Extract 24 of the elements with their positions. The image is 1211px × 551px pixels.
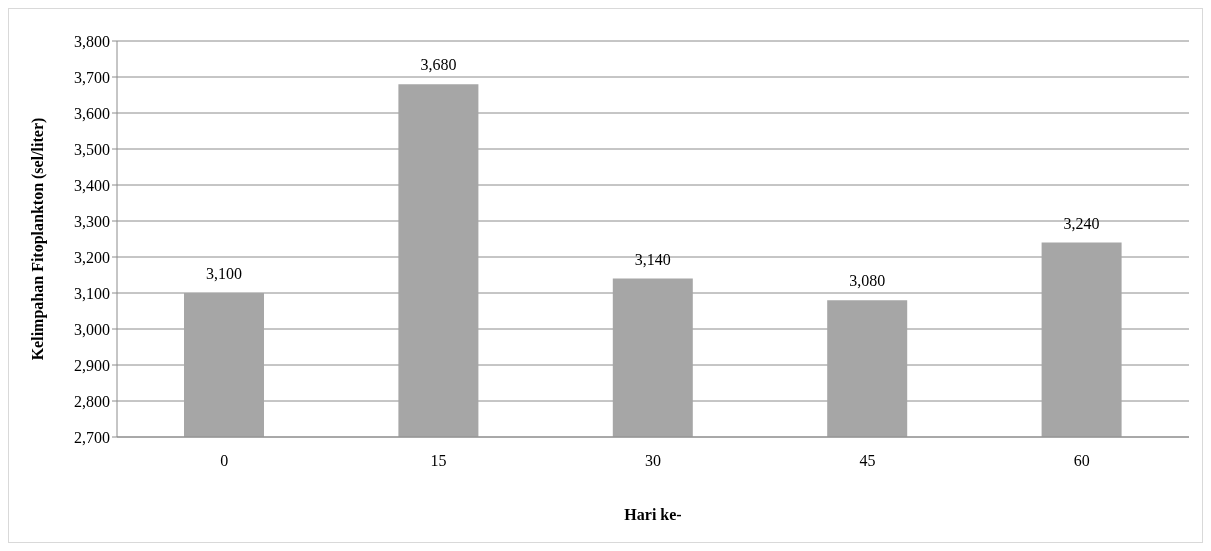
data-label: 3,240 — [1063, 214, 1100, 232]
y-tick-label: 3,700 — [74, 68, 110, 86]
y-tick-label: 3,400 — [74, 176, 110, 194]
y-tick-label: 3,500 — [74, 140, 110, 158]
y-tick-label: 2,900 — [74, 356, 110, 374]
data-label: 3,080 — [849, 272, 886, 290]
x-axis-title: Hari ke- — [624, 506, 682, 523]
y-tick-label: 3,800 — [74, 32, 110, 50]
y-tick-label: 3,000 — [74, 320, 110, 338]
x-tick-label: 30 — [645, 452, 661, 470]
data-label: 3,680 — [420, 56, 457, 74]
y-tick-label: 3,600 — [74, 104, 110, 122]
data-label: 3,100 — [206, 265, 242, 282]
y-tick-label: 3,300 — [74, 212, 110, 230]
y-axis-title: Kelimpahan Fitoplankton (sel/liter) — [28, 117, 47, 361]
x-tick-label: 45 — [859, 452, 876, 470]
x-tick-label: 60 — [1073, 452, 1090, 470]
y-tick-label: 2,800 — [74, 392, 110, 410]
y-tick-label: 3,200 — [74, 248, 110, 266]
x-tick-label: 0 — [220, 452, 229, 470]
x-tick-label: 15 — [430, 452, 447, 470]
data-label: 3,140 — [634, 250, 671, 268]
y-tick-label: 3,100 — [74, 284, 110, 302]
y-tick-label: 2,700 — [74, 428, 110, 446]
